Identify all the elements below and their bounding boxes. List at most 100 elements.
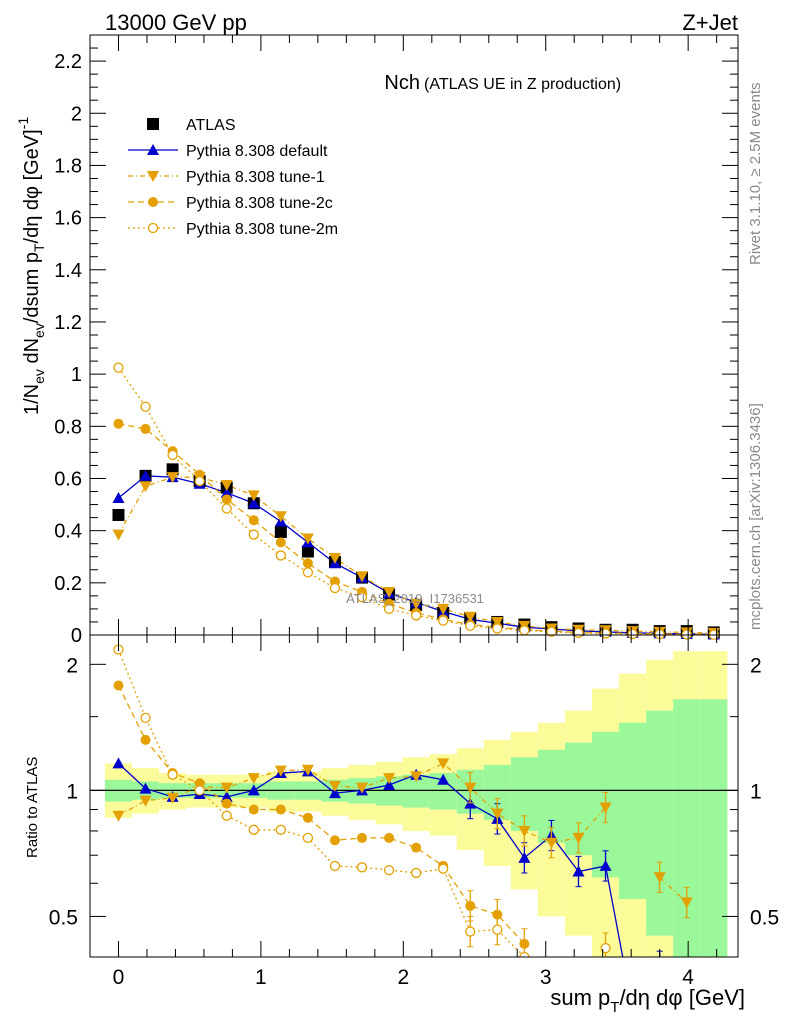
ratio-xtick-label-2: 2 bbox=[397, 966, 409, 989]
main-point-4-5 bbox=[248, 529, 259, 540]
ratio-point-3-2 bbox=[167, 769, 178, 780]
ratio-point-1-14 bbox=[491, 808, 504, 820]
plot-title-main: Nch bbox=[384, 72, 420, 94]
main-point-4-15 bbox=[519, 625, 530, 636]
ratio-band-inner-19 bbox=[619, 722, 647, 900]
main-point-4-16 bbox=[546, 626, 557, 638]
ratio-point-3-4 bbox=[221, 810, 232, 821]
ratio-point-2-9 bbox=[357, 832, 368, 843]
ratio-point-2-10 bbox=[384, 832, 395, 843]
ratio-point-1-0 bbox=[112, 810, 125, 822]
main-ytick-label-11: 2.2 bbox=[54, 51, 82, 73]
main-point-3-6 bbox=[275, 537, 286, 548]
legend-marker-0 bbox=[147, 118, 159, 130]
ratio-point-3-11 bbox=[410, 867, 422, 879]
ratio-point-2-5 bbox=[248, 804, 259, 815]
main-point-4-12 bbox=[438, 615, 449, 626]
main-point-4-2 bbox=[167, 449, 178, 461]
main-point-2-8 bbox=[328, 553, 341, 565]
ratio-point-1-7 bbox=[301, 764, 314, 776]
ratio-point-0-10 bbox=[383, 778, 396, 790]
main-ytick-label-2: 0.4 bbox=[54, 521, 82, 543]
ratio-point-3-8 bbox=[329, 860, 341, 872]
main-point-4-8 bbox=[329, 582, 341, 594]
ratio-point-2-6 bbox=[275, 804, 286, 815]
legend: ATLAS Pythia 8.308 default Pythia 8.308 tu… bbox=[128, 117, 338, 238]
ratio-point-3-7 bbox=[302, 832, 314, 844]
main-point-4-10 bbox=[383, 603, 395, 615]
main-point-3-5 bbox=[248, 515, 259, 526]
ratio-ylabel: Ratio to ATLAS bbox=[24, 757, 41, 858]
main-ytick-label-10: 2 bbox=[71, 103, 82, 125]
main-point-2-13 bbox=[464, 611, 477, 623]
ratio-point-3-9 bbox=[356, 862, 368, 873]
ratio-ytick-label-0: 0.5 bbox=[49, 906, 78, 929]
ratio-point-3-1 bbox=[140, 712, 151, 724]
main-ytick-label-5: 1 bbox=[71, 364, 82, 386]
ratio-ytick-label-right-0: 0.5 bbox=[750, 906, 779, 929]
ratio-point-1-17 bbox=[572, 832, 585, 844]
mcplots-label: mcplots.cern.ch [arXiv:1306.3436] bbox=[747, 403, 764, 630]
rivet-label: Rivet 3.1.10, ≥ 2.5M events bbox=[747, 83, 764, 266]
legend-label-3: Pythia 8.308 tune-2c bbox=[186, 195, 333, 212]
ratio-xtick-label-4: 4 bbox=[682, 966, 694, 989]
ratio-point-3-10 bbox=[383, 864, 395, 876]
main-ytick-label-7: 1.4 bbox=[54, 260, 82, 282]
main-point-2-7 bbox=[301, 533, 314, 545]
ratio-point-3-12 bbox=[438, 863, 449, 874]
ratio-xtick-label-1: 1 bbox=[255, 966, 267, 989]
ratio-line-0-0 bbox=[118, 762, 624, 957]
ratio-point-2-1 bbox=[140, 734, 151, 745]
x-axis-label: sum pT/dη dφ [GeV] bbox=[550, 985, 745, 1016]
legend-label-1: Pythia 8.308 default bbox=[186, 143, 328, 160]
ratio-point-2-11 bbox=[411, 842, 422, 853]
ratio-point-0-12 bbox=[437, 773, 450, 785]
analysis-watermark: ATLAS_2019_I1736531 bbox=[346, 591, 484, 606]
main-point-1-0 bbox=[112, 492, 125, 504]
header-left: 13000 GeV pp bbox=[105, 10, 247, 35]
main-point-3-4 bbox=[221, 494, 232, 505]
main-point-2-5 bbox=[247, 490, 260, 502]
main-point-3-7 bbox=[302, 558, 313, 569]
ratio-point-0-4 bbox=[220, 790, 233, 802]
ratio-xtick-label-0: 0 bbox=[113, 966, 125, 989]
main-point-2-6 bbox=[274, 511, 287, 523]
main-point-3-0 bbox=[113, 418, 124, 429]
legend-marker-1 bbox=[147, 144, 159, 155]
main-ytick-label-6: 1.2 bbox=[54, 312, 82, 334]
ratio-point-0-15 bbox=[518, 851, 531, 863]
ratio-point-2-4 bbox=[221, 798, 232, 809]
main-ylabel: 1/Nev dNev/dsum pT/dη dφ [GeV]-1 bbox=[15, 117, 47, 415]
ratio-point-0-17 bbox=[572, 865, 585, 877]
legend-label-2: Pythia 8.308 tune-1 bbox=[186, 169, 325, 186]
main-point-4-11 bbox=[410, 610, 422, 621]
ratio-point-1-5 bbox=[247, 773, 260, 785]
ratio-point-2-0 bbox=[113, 680, 124, 691]
ratio-frame bbox=[89, 634, 739, 958]
main-point-4-1 bbox=[140, 401, 151, 412]
ratio-ytick-label-right-2: 2 bbox=[750, 654, 762, 677]
ratio-point-1-15 bbox=[518, 825, 531, 837]
ratio-point-3-18 bbox=[600, 942, 611, 954]
main-point-4-7 bbox=[302, 567, 314, 578]
main-line-series-4 bbox=[117, 367, 714, 636]
main-point-2-0 bbox=[112, 529, 125, 541]
ratio-point-3-6 bbox=[275, 824, 286, 835]
ratio-point-2-3 bbox=[194, 778, 205, 789]
ratio-point-3-15 bbox=[519, 951, 530, 957]
main-ytick-label-3: 0.6 bbox=[54, 468, 82, 490]
ratio-band-inner-21 bbox=[673, 699, 701, 957]
main-line-series-3 bbox=[118, 423, 714, 636]
main-point-4-3 bbox=[194, 475, 205, 487]
legend-label-4: Pythia 8.308 tune-2m bbox=[186, 221, 338, 238]
ratio-point-0-1 bbox=[139, 782, 152, 794]
main-point-2-9 bbox=[356, 571, 369, 583]
ratio-point-1-11 bbox=[410, 771, 423, 783]
ratio-point-0-0 bbox=[112, 757, 125, 769]
ratio-point-1-16 bbox=[545, 837, 558, 849]
main-point-2-4 bbox=[220, 480, 233, 491]
ratio-point-1-8 bbox=[328, 780, 341, 792]
ratio-band-inner-20 bbox=[646, 710, 674, 936]
legend-label-0: ATLAS bbox=[186, 117, 236, 134]
main-point-2-11 bbox=[410, 598, 423, 610]
